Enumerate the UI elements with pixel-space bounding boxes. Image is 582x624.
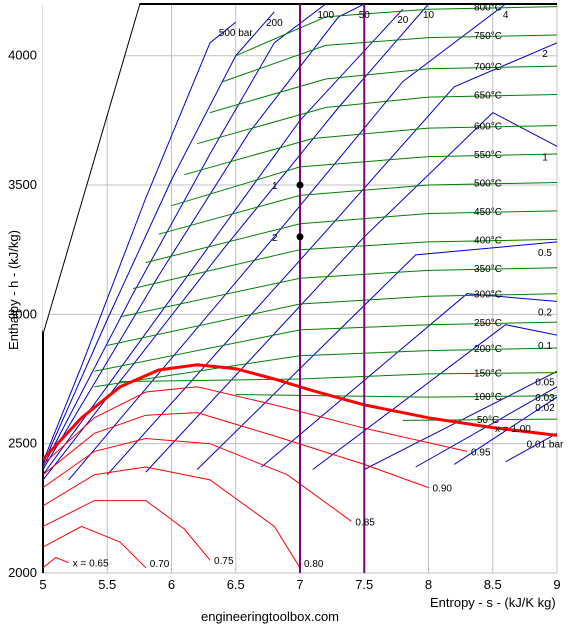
x-tick-label: 7 <box>296 577 303 592</box>
isotherm-label: 100°C <box>474 392 502 403</box>
state-point-label: 1 <box>272 181 278 192</box>
axis-ticks: 5 5.5 6 6.5 7 7.5 8 8.5 9 2000 2500 3000 3500 4000 <box>8 48 561 592</box>
isobar-label: 50 <box>359 10 371 21</box>
quality-label: x = 0.65 <box>73 559 109 570</box>
isobar-line <box>43 4 429 481</box>
isobar-label: 2 <box>542 49 548 60</box>
isobar-label: 4 <box>503 10 509 21</box>
isobar-label: 0.02 <box>535 403 555 414</box>
isobar-label: 500 bar <box>219 28 254 39</box>
x-tick-label: 8.5 <box>484 577 502 592</box>
isobar-line <box>43 4 365 470</box>
isobar-label: 20 <box>397 15 409 26</box>
isotherm-line <box>402 418 557 421</box>
quality-label: 0.95 <box>471 447 491 458</box>
chart-boundary <box>0 0 557 573</box>
saturation-label: x = 1.00 <box>495 424 531 435</box>
isotherm-label: 200°C <box>474 344 502 355</box>
plot-area <box>43 4 557 573</box>
x-tick-label: 6.5 <box>227 577 245 592</box>
isobar-line <box>505 432 557 463</box>
isobar-line <box>43 11 275 465</box>
isotherm-line <box>184 125 557 176</box>
state-point <box>296 181 304 189</box>
isobar-label: 200 <box>266 18 283 29</box>
isobar-label: 0.01 bar <box>527 439 564 450</box>
isotherm-line <box>197 94 557 145</box>
isotherm-label: 800°C <box>474 3 502 14</box>
x-tick-label: 5.5 <box>98 577 116 592</box>
isotherm-label: 350°C <box>474 264 502 275</box>
quality-label: 0.85 <box>355 517 375 528</box>
isotherm-label: 400°C <box>474 235 502 246</box>
y-tick-label: 3500 <box>8 177 37 192</box>
isotherm-label: 650°C <box>474 91 502 102</box>
state-point-label: 2 <box>272 233 278 244</box>
isotherm-line <box>222 34 557 83</box>
isobar-line <box>43 21 237 462</box>
quality-line <box>43 525 147 569</box>
isotherm-label: 550°C <box>474 150 502 161</box>
y-tick-label: 3000 <box>8 306 37 321</box>
isobar-label: 0.5 <box>538 248 552 259</box>
isotherm-label: 750°C <box>474 31 502 42</box>
isotherm-line <box>235 6 557 57</box>
isobar-line <box>43 4 327 468</box>
x-tick-label: 7.5 <box>355 577 373 592</box>
isobar-line <box>106 42 557 476</box>
isobar-line <box>43 8 404 475</box>
quality-line <box>43 500 211 561</box>
x-tick-label: 9 <box>553 577 560 592</box>
isotherm-line <box>235 394 557 398</box>
state-point <box>296 233 304 241</box>
isobar-line <box>261 293 557 468</box>
x-axis-label: Entropy - s - (kJ/K kg) <box>430 595 556 610</box>
isobar-line <box>68 4 506 481</box>
saturation-line <box>43 363 557 461</box>
isobar-line <box>312 324 557 470</box>
isobar-line <box>453 396 557 465</box>
isobar-label: 0.1 <box>538 341 552 352</box>
isotherm-label: 450°C <box>474 207 502 218</box>
isotherm-line <box>209 65 557 114</box>
isotherm-label: 300°C <box>474 290 502 301</box>
quality-label: 0.70 <box>150 559 170 570</box>
isotherm-label: 150°C <box>474 369 502 380</box>
site-credit: engineeringtoolbox.com <box>201 609 339 624</box>
x-tick-label: 6 <box>168 577 175 592</box>
y-axis-label: Enthalpy - h - (kJ/kg) <box>6 230 21 350</box>
isobar-label: 0.2 <box>538 307 552 318</box>
y-tick-label: 2500 <box>8 436 37 451</box>
isotherm-label: 500°C <box>474 178 502 189</box>
boundary-mask <box>0 0 140 333</box>
isobar-line <box>145 111 557 473</box>
isotherm-label: 250°C <box>474 318 502 329</box>
quality-line <box>43 466 301 569</box>
isotherm-label: 50°C <box>477 415 499 426</box>
isobar-label: 0.03 <box>535 393 555 404</box>
isobar-label: 0.05 <box>535 377 555 388</box>
quality-label: 0.90 <box>433 484 453 495</box>
quality-label: 0.80 <box>304 559 324 570</box>
isotherm-label: 700°C <box>474 62 502 73</box>
quality-label: 0.75 <box>214 556 234 567</box>
isobar-label: 10 <box>423 10 435 21</box>
isobar-line <box>196 241 557 470</box>
isobar-label: 1 <box>542 152 548 163</box>
y-tick-label: 2000 <box>8 565 37 580</box>
quality-line <box>43 437 352 522</box>
isobar-label: 100 <box>317 10 334 21</box>
x-tick-label: 5 <box>39 577 46 592</box>
y-tick-label: 4000 <box>8 48 37 63</box>
quality-line <box>43 556 69 569</box>
isotherm-label: 600°C <box>474 122 502 133</box>
x-tick-label: 8 <box>425 577 432 592</box>
